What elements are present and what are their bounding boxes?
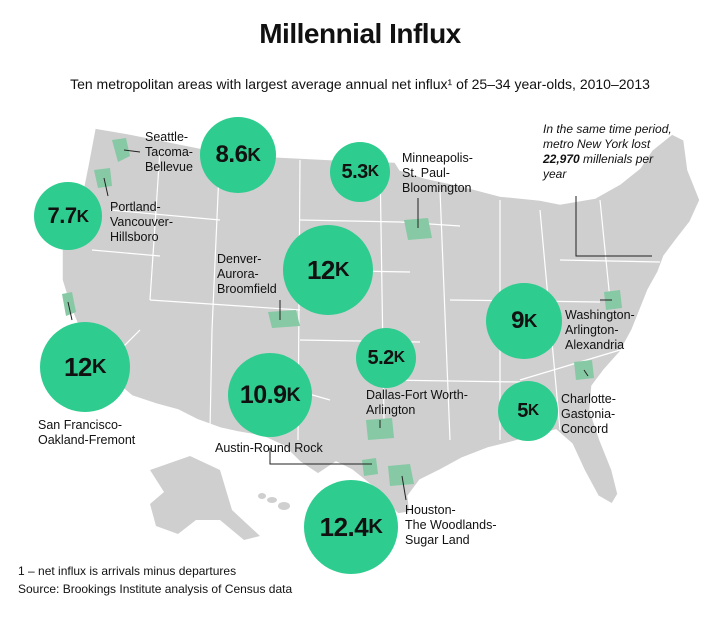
- metro-houston: [388, 464, 414, 486]
- label-sf: San Francisco- Oakland-Fremont: [38, 418, 136, 447]
- metro-highlights: [62, 138, 622, 486]
- metro-portland: [94, 168, 112, 188]
- note-text-2: millenials per year: [543, 152, 654, 181]
- bubble-denver: 12 K: [283, 225, 373, 315]
- metro-seattle: [112, 138, 130, 162]
- bubble-unit: K: [367, 163, 379, 180]
- bubble-value: 12.4: [319, 511, 369, 542]
- label-charlotte: Charlotte- Gastonia- Concord: [561, 392, 616, 436]
- metro-sf: [62, 292, 76, 316]
- leader-lines: [67, 149, 652, 501]
- metro-minneapolis: [404, 218, 432, 240]
- bubble-dallas: 5.2 K: [356, 328, 416, 388]
- bubble-portland: 7.7 K: [34, 182, 102, 250]
- label-austin: Austin-Round Rock: [215, 441, 323, 455]
- metro-washington: [604, 290, 622, 310]
- new-york-note: In the same time period, metro New York …: [543, 122, 673, 182]
- bubble-value: 8.6: [215, 141, 248, 168]
- bubble-unit: K: [368, 515, 383, 538]
- label-dallas: Dallas-Fort Worth- Arlington: [366, 388, 468, 417]
- bubble-value: 5: [517, 399, 528, 422]
- bubble-value: 5.2: [367, 346, 394, 369]
- label-portland: Portland- Vancouver- Hillsboro: [110, 200, 173, 244]
- metro-dallas: [366, 418, 394, 440]
- bubble-unit: K: [286, 383, 301, 406]
- bubble-unit: K: [334, 258, 350, 281]
- bubble-value: 10.9: [239, 380, 287, 409]
- label-seattle: Seattle- Tacoma- Bellevue: [145, 130, 193, 174]
- label-minneapolis: Minneapolis- St. Paul- Bloomington: [402, 151, 473, 195]
- bubble-unit: K: [393, 349, 405, 366]
- label-washington: Washington- Arlington- Alexandria: [565, 308, 635, 352]
- bubble-unit: K: [527, 402, 539, 419]
- chart-title: Millennial Influx: [259, 18, 461, 49]
- bubble-value: 12: [63, 351, 92, 382]
- bubble-value: 5.3: [341, 160, 368, 183]
- bubble-unit: K: [91, 355, 107, 378]
- bubble-value: 7.7: [47, 203, 78, 228]
- label-houston: Houston- The Woodlands- Sugar Land: [405, 503, 497, 547]
- bubble-value: 9: [511, 307, 524, 334]
- bubble-unit: K: [247, 144, 261, 165]
- bubble-sf: 12 K: [40, 322, 130, 412]
- note-text-1: In the same time period, metro New York …: [543, 122, 672, 151]
- bubble-austin: 10.9 K: [228, 353, 312, 437]
- bubble-value: 12: [306, 254, 335, 285]
- note-amount: 22,970: [543, 152, 580, 166]
- footnote: 1 – net influx is arrivals minus departu…: [18, 564, 237, 578]
- metro-austin: [362, 458, 378, 476]
- metro-denver: [268, 310, 300, 328]
- label-denver: Denver- Aurora- Broomfield: [217, 252, 277, 296]
- hawaii-land: [258, 493, 290, 510]
- chart-subtitle: Ten metropolitan areas with largest aver…: [70, 76, 650, 92]
- bubble-houston: 12.4 K: [304, 480, 398, 574]
- bubble-unit: K: [76, 205, 89, 226]
- bubble-seattle: 8.6 K: [200, 117, 276, 193]
- bubble-unit: K: [523, 310, 538, 331]
- source-note: Source: Brookings Institute analysis of …: [18, 582, 293, 596]
- alaska-land: [150, 456, 260, 540]
- bubble-minneapolis: 5.3 K: [330, 142, 390, 202]
